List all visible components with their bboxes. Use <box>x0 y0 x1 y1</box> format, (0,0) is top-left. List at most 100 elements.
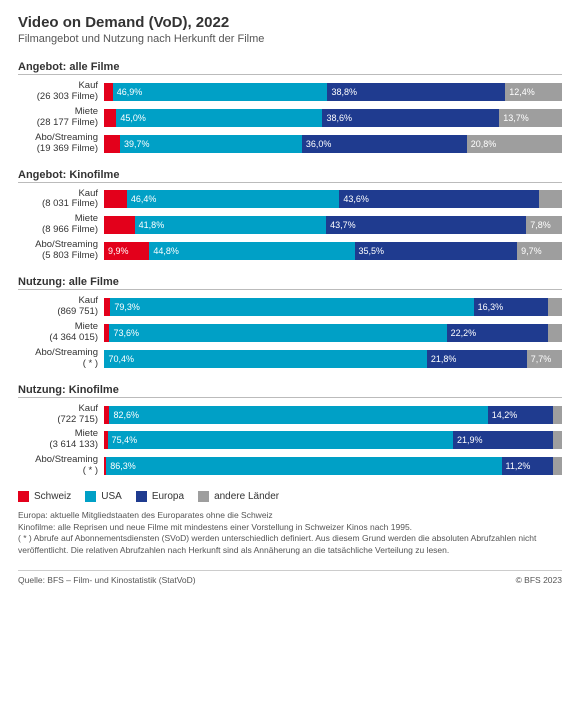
bar-segment-europa: 43,6% <box>339 190 539 208</box>
row-label: Kauf(722 715) <box>18 404 104 426</box>
bar-segment-andere: 20,8% <box>467 135 562 153</box>
legend-swatch <box>85 491 96 502</box>
bar-segment-europa: 43,7% <box>326 216 526 234</box>
row-label: Abo/Streaming( * ) <box>18 455 104 477</box>
stacked-bar: 75,4% 21,9% <box>104 431 562 449</box>
bar-segment-schweiz <box>104 190 127 208</box>
stacked-bar: 46,4% 43,6% <box>104 190 562 208</box>
row-label: Abo/Streaming( * ) <box>18 348 104 370</box>
stacked-bar: 9,9%44,8%35,5%9,7% <box>104 242 562 260</box>
legend-item-europa: Europa <box>136 491 184 502</box>
bar-segment-europa: 16,3% <box>474 298 549 316</box>
segment-value: 20,8% <box>467 139 497 149</box>
bar-segment-europa: 35,5% <box>355 242 518 260</box>
row-label: Miete(3 614 133) <box>18 429 104 451</box>
stacked-bar: 70,4%21,8%7,7% <box>104 350 562 368</box>
bar-row: Kauf(8 031 Filme) 46,4% 43,6% <box>18 189 562 211</box>
segment-value: 41,8% <box>135 220 165 230</box>
bar-segment-usa: 75,4% <box>108 431 453 449</box>
group-title: Angebot: alle Filme <box>18 61 562 75</box>
row-label: Abo/Streaming(5 803 Filme) <box>18 240 104 262</box>
segment-value: 75,4% <box>108 435 138 445</box>
bar-segment-usa: 82,6% <box>109 406 487 424</box>
bar-segment-europa: 38,8% <box>327 83 505 101</box>
bar-row: Kauf(26 303 Filme)46,9%38,8%12,4% <box>18 81 562 103</box>
bar-segment-usa: 44,8% <box>149 242 354 260</box>
chart-body: Angebot: alle Filme Kauf(26 303 Filme)46,… <box>18 61 562 477</box>
bar-segment-usa: 70,4% <box>104 350 426 368</box>
stacked-bar: 45,0%38,6%13,7% <box>104 109 562 127</box>
bar-segment-usa: 46,9% <box>113 83 328 101</box>
footnote-line: Europa: aktuelle Mitgliedstaaten des Eur… <box>18 510 562 521</box>
copyright-text: © BFS 2023 <box>516 575 562 585</box>
stacked-bar: 82,6% 14,2% <box>104 406 562 424</box>
bar-segment-usa: 73,6% <box>109 324 446 342</box>
stacked-bar: 86,3% 11,2% <box>104 457 562 475</box>
bar-segment-usa: 45,0% <box>116 109 322 127</box>
bar-row: Miete(8 966 Filme)41,8%43,7%7,8% <box>18 214 562 236</box>
bar-segment-andere <box>553 406 562 424</box>
bar-segment-europa: 21,9% <box>453 431 553 449</box>
segment-value: 43,6% <box>339 194 369 204</box>
segment-value: 16,3% <box>474 302 504 312</box>
bar-segment-europa: 11,2% <box>502 457 553 475</box>
segment-value: 22,2% <box>447 328 477 338</box>
segment-value: 44,8% <box>149 246 179 256</box>
legend-label: USA <box>101 491 122 502</box>
bar-row: Abo/Streaming( * )86,3% 11,2% <box>18 455 562 477</box>
bar-segment-andere: 13,7% <box>499 109 562 127</box>
bar-segment-europa: 36,0% <box>302 135 467 153</box>
stacked-bar: 46,9%38,8%12,4% <box>104 83 562 101</box>
segment-value: 43,7% <box>326 220 356 230</box>
bar-segment-andere: 12,4% <box>505 83 562 101</box>
segment-value: 46,4% <box>127 194 157 204</box>
bar-row: Miete(4 364 015) 73,6%22,2% <box>18 322 562 344</box>
bar-segment-europa: 14,2% <box>488 406 553 424</box>
bar-row: Kauf(722 715) 82,6% 14,2% <box>18 404 562 426</box>
footer: Quelle: BFS – Film- und Kinostatistik (S… <box>18 570 562 585</box>
row-label: Miete(4 364 015) <box>18 322 104 344</box>
bar-segment-schweiz <box>104 216 135 234</box>
bar-segment-schweiz <box>104 109 116 127</box>
legend-swatch <box>198 491 209 502</box>
bar-segment-andere <box>539 190 562 208</box>
bar-segment-europa: 21,8% <box>427 350 527 368</box>
legend: Schweiz USA Europa andere Länder <box>18 491 562 502</box>
bar-row: Abo/Streaming(5 803 Filme)9,9% 44,8% 35,5%… <box>18 240 562 262</box>
legend-swatch <box>136 491 147 502</box>
segment-value: 9,9% <box>104 246 129 256</box>
legend-item-usa: USA <box>85 491 122 502</box>
bar-row: Abo/Streaming( * )70,4%21,8%7,7% <box>18 348 562 370</box>
segment-value: 86,3% <box>106 461 136 471</box>
segment-value: 11,2% <box>502 461 531 471</box>
chart-group: Angebot: KinofilmeKauf(8 031 Filme)46,4%… <box>18 169 562 263</box>
segment-value: 79,3% <box>110 302 140 312</box>
footnote-line: Kinofilme: alle Reprisen und neue Filme … <box>18 522 562 533</box>
segment-value: 13,7% <box>499 113 529 123</box>
row-label: Kauf(869 751) <box>18 296 104 318</box>
group-title: Nutzung: Kinofilme <box>18 384 562 398</box>
group-title: Angebot: Kinofilme <box>18 169 562 183</box>
segment-value: 82,6% <box>109 410 139 420</box>
stacked-bar: 41,8%43,7%7,8% <box>104 216 562 234</box>
bar-row: Kauf(869 751) 79,3% 16,3% <box>18 296 562 318</box>
row-label: Kauf(8 031 Filme) <box>18 189 104 211</box>
legend-label: andere Länder <box>214 491 279 502</box>
legend-label: Europa <box>152 491 184 502</box>
chart-subtitle: Filmangebot und Nutzung nach Herkunft de… <box>18 33 562 45</box>
segment-value: 45,0% <box>116 113 146 123</box>
bar-segment-usa: 41,8% <box>135 216 326 234</box>
bar-segment-usa: 79,3% <box>110 298 473 316</box>
bar-segment-usa: 46,4% <box>127 190 340 208</box>
bar-segment-schweiz <box>104 135 120 153</box>
group-title: Nutzung: alle Filme <box>18 276 562 290</box>
bar-row: Abo/Streaming(19 369 Filme)39,7%36,0%20,… <box>18 133 562 155</box>
stacked-bar: 79,3% 16,3% <box>104 298 562 316</box>
bar-segment-usa: 39,7% <box>120 135 302 153</box>
segment-value: 21,8% <box>427 354 457 364</box>
legend-item-schweiz: Schweiz <box>18 491 71 502</box>
legend-swatch <box>18 491 29 502</box>
bar-segment-europa: 22,2% <box>447 324 549 342</box>
chart-group: Angebot: alle Filme Kauf(26 303 Filme)46,… <box>18 61 562 155</box>
stacked-bar: 39,7%36,0%20,8% <box>104 135 562 153</box>
